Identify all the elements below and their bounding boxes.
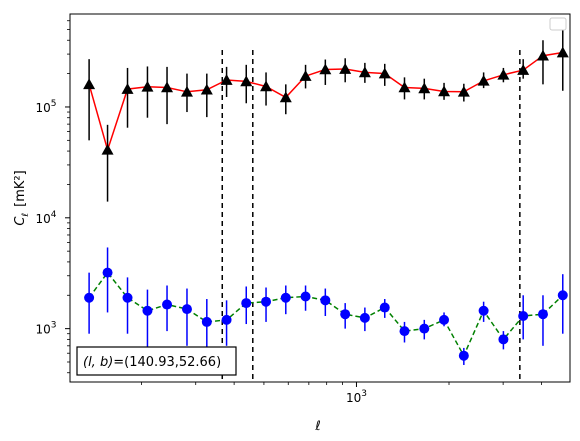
annotation: (l, b)=(140.93,52.66) bbox=[76, 346, 237, 376]
marker-triangle-0 bbox=[83, 78, 96, 90]
marker-circle-11 bbox=[300, 291, 311, 302]
marker-triangle-21 bbox=[497, 68, 510, 80]
y-axis-label-subscript: ℓ bbox=[21, 213, 31, 218]
annotation-text: (l, b)=(140.93,52.66) bbox=[83, 355, 221, 370]
y-axis-label-symbol: C bbox=[13, 216, 28, 226]
marker-circle-12 bbox=[320, 295, 331, 306]
legend-box bbox=[549, 17, 567, 31]
plot-frame bbox=[69, 13, 571, 383]
marker-circle-6 bbox=[201, 316, 212, 327]
marker-circle-5 bbox=[181, 304, 192, 315]
y-axis-label-unit: [mK²] bbox=[13, 170, 28, 207]
y-axis-label-text: Cℓ [mK²] bbox=[13, 170, 31, 225]
marker-circle-24 bbox=[557, 290, 568, 301]
marker-triangle-14 bbox=[358, 66, 371, 78]
y-tick-label-0: 103 bbox=[35, 321, 56, 337]
marker-circle-19 bbox=[458, 350, 469, 361]
marker-triangle-16 bbox=[398, 81, 411, 93]
marker-circle-1 bbox=[102, 267, 113, 278]
marker-triangle-17 bbox=[418, 82, 431, 94]
marker-triangle-10 bbox=[279, 91, 292, 103]
marker-circle-7 bbox=[221, 314, 232, 325]
marker-circle-16 bbox=[399, 326, 410, 337]
annotation-prefix: (l, b) bbox=[83, 355, 113, 370]
y-axis-label: Cℓ [mK²] bbox=[13, 170, 31, 225]
x-tick-label-0: 103 bbox=[346, 389, 367, 405]
marker-triangle-1 bbox=[101, 143, 114, 155]
marker-triangle-13 bbox=[339, 63, 352, 74]
marker-circle-17 bbox=[419, 323, 430, 334]
series-markers bbox=[83, 46, 569, 361]
marker-circle-13 bbox=[340, 309, 351, 320]
marker-triangle-2 bbox=[121, 83, 134, 94]
marker-triangle-11 bbox=[299, 70, 312, 81]
marker-triangle-24 bbox=[556, 46, 569, 58]
y-tick-label-exp: 4 bbox=[51, 210, 57, 220]
marker-triangle-12 bbox=[319, 63, 332, 75]
y-tick-label-exp: 5 bbox=[51, 99, 57, 109]
marker-circle-0 bbox=[84, 292, 95, 303]
marker-circle-21 bbox=[498, 334, 509, 345]
marker-triangle-19 bbox=[457, 85, 470, 97]
annotation-box bbox=[76, 346, 237, 376]
plot-area bbox=[70, 14, 570, 382]
marker-triangle-6 bbox=[200, 83, 213, 95]
reference-lines bbox=[221, 50, 521, 382]
marker-triangle-20 bbox=[477, 74, 490, 86]
marker-circle-3 bbox=[142, 305, 153, 316]
marker-triangle-22 bbox=[517, 64, 530, 75]
marker-circle-20 bbox=[478, 305, 489, 316]
marker-circle-8 bbox=[241, 298, 252, 309]
marker-triangle-18 bbox=[438, 85, 451, 97]
marker-triangle-8 bbox=[240, 75, 253, 87]
marker-circle-15 bbox=[379, 302, 390, 313]
marker-triangle-3 bbox=[141, 80, 154, 92]
marker-triangle-23 bbox=[536, 49, 549, 61]
y-tick-label-base: 10 bbox=[35, 212, 50, 226]
marker-circle-4 bbox=[162, 299, 173, 310]
x-tick-label-base: 10 bbox=[346, 391, 361, 405]
x-tick-label-exp: 3 bbox=[361, 389, 367, 399]
marker-circle-2 bbox=[122, 292, 133, 303]
y-tick-label-base: 10 bbox=[35, 101, 50, 115]
marker-triangle-9 bbox=[260, 80, 273, 92]
marker-circle-18 bbox=[439, 314, 450, 325]
marker-circle-23 bbox=[537, 309, 548, 320]
annotation-value: =(140.93,52.66) bbox=[113, 355, 221, 370]
x-axis-label: ℓ bbox=[314, 419, 320, 434]
y-tick-label-base: 10 bbox=[35, 323, 50, 337]
marker-triangle-15 bbox=[378, 67, 391, 79]
y-tick-label-1: 104 bbox=[35, 210, 56, 226]
marker-circle-9 bbox=[261, 296, 272, 307]
marker-triangle-4 bbox=[161, 81, 174, 93]
y-tick-label-exp: 3 bbox=[51, 321, 57, 331]
marker-circle-22 bbox=[518, 311, 529, 322]
marker-circle-14 bbox=[359, 312, 370, 323]
marker-triangle-5 bbox=[180, 85, 193, 97]
marker-circle-10 bbox=[280, 292, 291, 303]
marker-triangle-7 bbox=[220, 74, 233, 85]
y-tick-label-2: 105 bbox=[35, 99, 56, 115]
